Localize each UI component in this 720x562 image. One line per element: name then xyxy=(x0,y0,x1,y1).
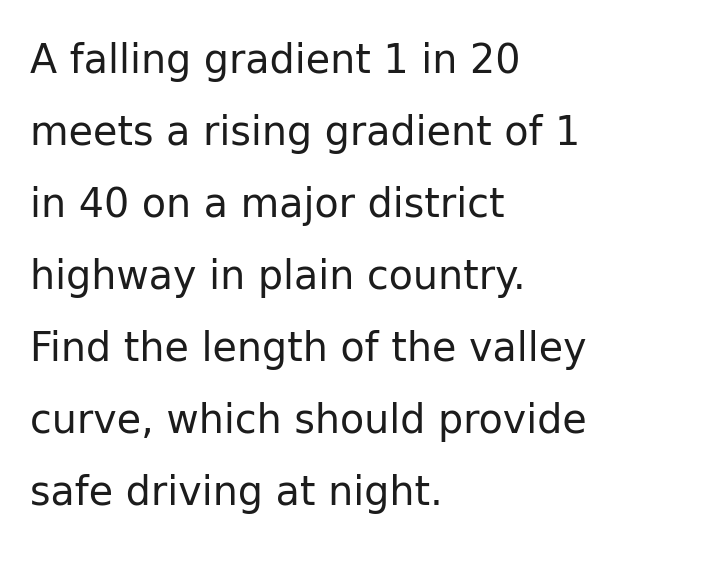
Text: in 40 on a major district: in 40 on a major district xyxy=(30,186,505,226)
Text: safe driving at night.: safe driving at night. xyxy=(30,474,443,514)
Text: highway in plain country.: highway in plain country. xyxy=(30,258,526,298)
Text: Find the length of the valley: Find the length of the valley xyxy=(30,330,587,370)
Text: A falling gradient 1 in 20: A falling gradient 1 in 20 xyxy=(30,42,521,82)
Text: curve, which should provide: curve, which should provide xyxy=(30,402,587,442)
Text: meets a rising gradient of 1: meets a rising gradient of 1 xyxy=(30,114,580,154)
